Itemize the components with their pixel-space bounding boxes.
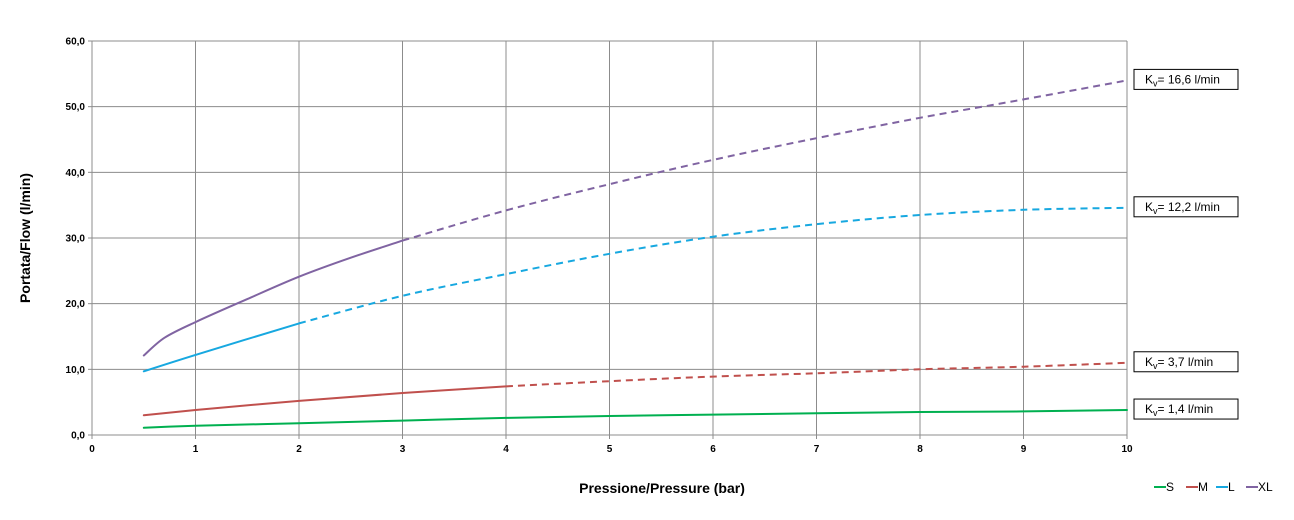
x-axis-ticks: 0 1 2 3 4 5 6 7 8 9 10 [89, 444, 1133, 455]
legend-label-xl: XL [1258, 480, 1273, 494]
kv-label-m: Kv= 3,7 l/min [1145, 355, 1213, 371]
x-tick-label: 10 [1121, 444, 1133, 455]
series-l-line-solid [142, 322, 300, 373]
series-lines [142, 79, 1128, 429]
y-tick-label: 20,0 [66, 299, 86, 310]
y-tick-label: 40,0 [66, 168, 86, 179]
legend-label-l: L [1228, 480, 1235, 494]
x-tick-label: 6 [710, 444, 716, 455]
x-axis-title: Pressione/Pressure (bar) [579, 480, 745, 496]
series-xl-line-dashed [402, 79, 1128, 242]
grid-lines [88, 40, 1128, 439]
kv-label-l: Kv= 12,2 l/min [1145, 200, 1220, 216]
legend-label-s: S [1166, 480, 1174, 494]
y-axis-title: Portata/Flow (l/min) [17, 173, 33, 303]
y-tick-label: 30,0 [66, 234, 86, 245]
series-m-line-solid [142, 385, 507, 417]
series-m-line-dashed [505, 361, 1128, 388]
x-tick-label: 2 [296, 444, 302, 455]
x-tick-label: 0 [89, 444, 95, 455]
series-s-line-solid [142, 409, 1128, 429]
x-tick-label: 4 [503, 444, 509, 455]
y-tick-label: 60,0 [66, 37, 86, 48]
y-tick-label: 10,0 [66, 365, 86, 376]
kv-label-box-s [1133, 398, 1239, 420]
x-tick-label: 5 [607, 444, 613, 455]
legend-label-m: M [1198, 480, 1208, 494]
x-tick-label: 3 [400, 444, 406, 455]
kv-label-xl: Kv= 16,6 l/min [1145, 72, 1220, 88]
legend: S M L XL [1154, 480, 1273, 494]
series-l-line-dashed [298, 206, 1128, 325]
y-tick-label: 0,0 [71, 431, 85, 442]
y-axis-ticks: 0,0 10,0 20,0 30,0 40,0 50,0 60,0 [66, 37, 86, 442]
x-tick-label: 9 [1021, 444, 1027, 455]
y-tick-label: 50,0 [66, 102, 86, 113]
kv-labels: Kv= 1,4 l/min Kv= 3,7 l/min Kv= 12,2 l/min… [1133, 68, 1239, 420]
x-tick-label: 1 [193, 444, 199, 455]
series-xl-line-solid [142, 239, 404, 357]
x-tick-label: 7 [814, 444, 820, 455]
kv-label-box-m [1133, 351, 1239, 373]
kv-label-box-l [1133, 196, 1239, 218]
x-tick-label: 8 [917, 444, 923, 455]
kv-label-s: Kv= 1,4 l/min [1145, 402, 1213, 418]
kv-label-box-xl [1133, 68, 1239, 90]
